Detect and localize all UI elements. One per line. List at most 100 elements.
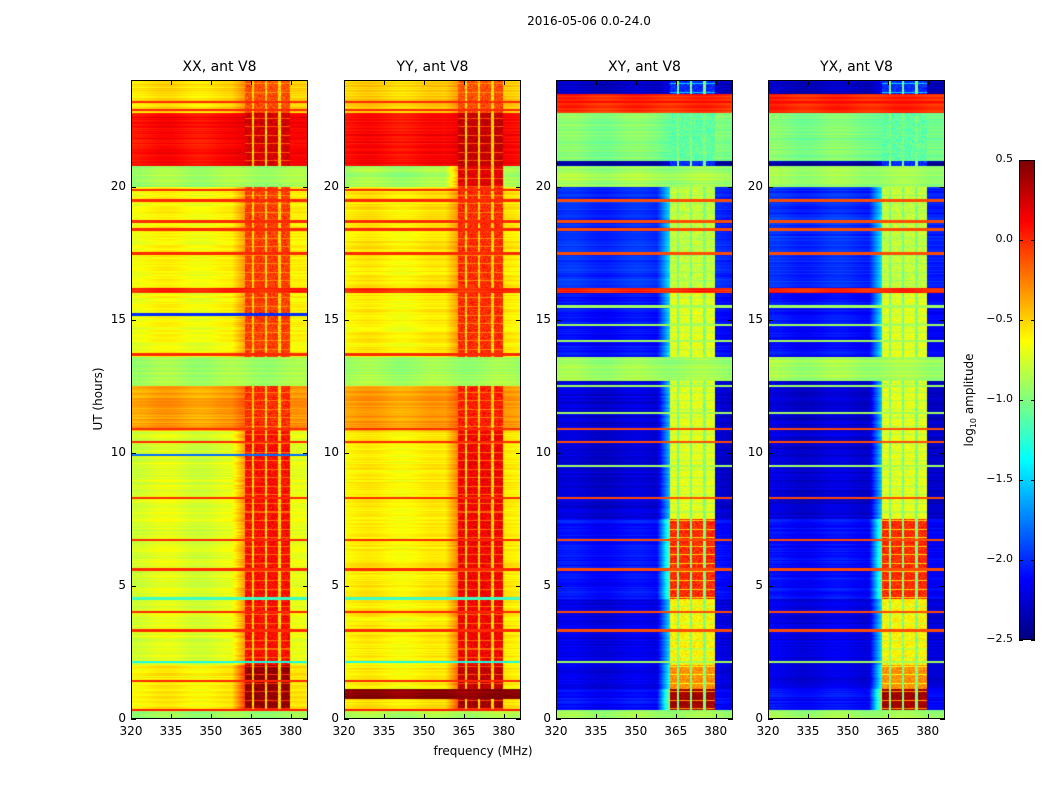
colorbar-tick-right: [1031, 160, 1035, 161]
y-tick-mark: [344, 585, 349, 587]
x-tick-label: 335: [796, 724, 820, 738]
y-tick-label: 0: [755, 711, 763, 725]
x-tick-mark: [715, 714, 717, 719]
x-tick-label: 335: [372, 724, 396, 738]
y-tick-mark-right: [303, 452, 308, 454]
x-tick-mark-top: [595, 80, 597, 85]
x-tick-label: 365: [452, 724, 476, 738]
x-tick-mark: [131, 714, 132, 719]
panel-title: YX, ant V8: [820, 59, 893, 75]
colorbar-tick: [1019, 640, 1023, 641]
colorbar-label-log: log: [961, 428, 976, 447]
y-tick-label: 20: [323, 178, 339, 193]
x-tick-mark-top: [383, 80, 385, 85]
x-tick-mark: [887, 714, 889, 719]
y-tick-mark: [768, 186, 773, 188]
colorbar-tick-right: [1031, 480, 1035, 481]
heatmap-image: [132, 81, 307, 718]
y-tick-label: 5: [331, 577, 339, 592]
x-tick-mark: [768, 714, 769, 719]
y-tick-mark: [131, 585, 136, 587]
x-tick-mark-top: [887, 80, 889, 85]
y-tick-mark: [556, 452, 561, 454]
colorbar-tick-right: [1031, 560, 1035, 561]
y-tick-mark-right: [940, 319, 945, 321]
colorbar-tick-right: [1031, 320, 1035, 321]
x-tick-label: 335: [159, 724, 183, 738]
x-tick-mark: [556, 714, 557, 719]
x-tick-label: 380: [279, 724, 303, 738]
x-tick-mark-top: [847, 80, 849, 85]
y-tick-mark-right: [940, 452, 945, 454]
x-tick-mark-top: [768, 80, 769, 85]
y-tick-mark: [344, 719, 349, 720]
x-tick-label: 320: [119, 724, 143, 738]
y-tick-label: 0: [331, 711, 339, 725]
panel-title: XY, ant V8: [608, 59, 681, 75]
colorbar-tick: [1019, 320, 1023, 321]
panel-title: YY, ant V8: [396, 59, 469, 75]
y-tick-label: 15: [535, 311, 551, 326]
y-tick-label: 5: [543, 577, 551, 592]
x-tick-mark-top: [675, 80, 677, 85]
y-tick-mark: [344, 452, 349, 454]
y-tick-label: 0: [118, 711, 126, 725]
y-axis-label: UT (hours): [91, 367, 105, 431]
y-tick-mark-right: [516, 186, 521, 188]
x-tick-mark: [807, 714, 809, 719]
y-tick-mark: [768, 585, 773, 587]
x-axis-label: frequency (MHz): [433, 744, 533, 758]
y-tick-mark-right: [516, 585, 521, 587]
x-tick-label: 365: [876, 724, 900, 738]
heatmap-panel-yx: [768, 80, 945, 719]
y-tick-mark: [131, 452, 136, 454]
x-tick-mark-top: [170, 80, 172, 85]
x-tick-mark-top: [423, 80, 425, 85]
x-tick-mark-top: [715, 80, 717, 85]
x-tick-mark: [210, 714, 212, 719]
x-tick-mark: [595, 714, 597, 719]
colorbar-tick-right: [1031, 400, 1035, 401]
colorbar-label-rest: amplitude: [961, 353, 976, 418]
y-tick-mark: [344, 186, 349, 188]
y-tick-mark: [768, 452, 773, 454]
x-tick-label: 365: [239, 724, 263, 738]
y-tick-label: 10: [535, 444, 551, 459]
x-tick-label: 335: [584, 724, 608, 738]
y-tick-label: 0: [543, 711, 551, 725]
heatmap-image: [557, 81, 732, 718]
y-tick-mark-right: [303, 719, 308, 720]
y-tick-mark-right: [728, 452, 733, 454]
y-tick-label: 15: [110, 311, 126, 326]
colorbar-tick-label: 0.5: [995, 152, 1014, 165]
y-tick-mark-right: [303, 186, 308, 188]
y-tick-mark-right: [940, 186, 945, 188]
y-tick-mark-right: [940, 719, 945, 720]
colorbar-tick-label: −2.0: [986, 552, 1013, 565]
x-tick-mark: [250, 714, 252, 719]
x-tick-mark-top: [344, 80, 345, 85]
y-tick-mark-right: [303, 319, 308, 321]
colorbar-tick: [1019, 400, 1023, 401]
x-tick-mark: [635, 714, 637, 719]
x-tick-label: 380: [704, 724, 728, 738]
y-tick-mark-right: [516, 719, 521, 720]
heatmap-panel-yy: [344, 80, 521, 719]
y-tick-mark-right: [516, 319, 521, 321]
y-tick-mark-right: [728, 585, 733, 587]
x-tick-mark-top: [927, 80, 929, 85]
x-tick-mark-top: [556, 80, 557, 85]
y-tick-mark-right: [516, 452, 521, 454]
x-tick-mark: [847, 714, 849, 719]
x-tick-mark: [503, 714, 505, 719]
y-tick-mark: [556, 585, 561, 587]
colorbar-tick-right: [1031, 240, 1035, 241]
panel-title: XX, ant V8: [182, 59, 257, 75]
y-tick-mark: [131, 319, 136, 321]
colorbar-label-sub: 10: [969, 417, 979, 429]
y-tick-label: 15: [323, 311, 339, 326]
x-tick-label: 365: [664, 724, 688, 738]
x-tick-mark: [344, 714, 345, 719]
x-tick-mark-top: [503, 80, 505, 85]
